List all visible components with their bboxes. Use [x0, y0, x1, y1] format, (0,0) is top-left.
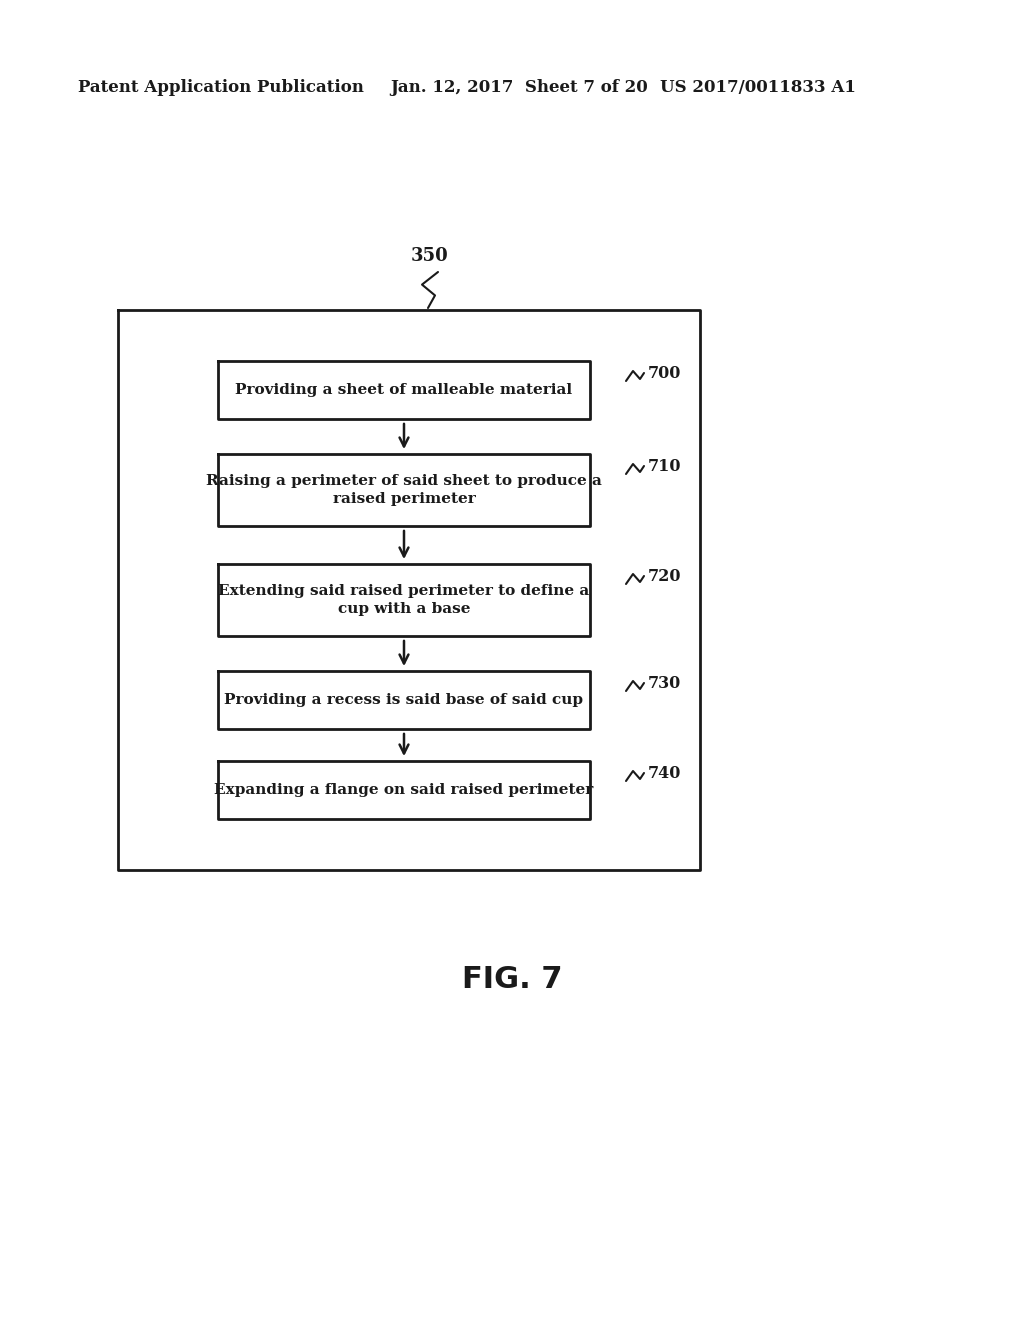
Text: 740: 740 [648, 766, 681, 781]
Text: 350: 350 [411, 247, 449, 265]
Text: 710: 710 [648, 458, 682, 475]
Text: Jan. 12, 2017  Sheet 7 of 20: Jan. 12, 2017 Sheet 7 of 20 [390, 79, 648, 96]
Text: 730: 730 [648, 675, 681, 692]
Text: Providing a recess is said base of said cup: Providing a recess is said base of said … [224, 693, 584, 708]
Text: 700: 700 [648, 366, 681, 381]
Text: Raising a perimeter of said sheet to produce a
raised perimeter: Raising a perimeter of said sheet to pro… [206, 474, 602, 506]
Text: US 2017/0011833 A1: US 2017/0011833 A1 [660, 79, 856, 96]
Text: Extending said raised perimeter to define a
cup with a base: Extending said raised perimeter to defin… [218, 585, 590, 615]
Text: FIG. 7: FIG. 7 [462, 965, 562, 994]
Text: 720: 720 [648, 568, 682, 585]
Text: Patent Application Publication: Patent Application Publication [78, 79, 364, 96]
Text: Providing a sheet of malleable material: Providing a sheet of malleable material [236, 383, 572, 397]
Text: Expanding a flange on said raised perimeter: Expanding a flange on said raised perime… [214, 783, 594, 797]
